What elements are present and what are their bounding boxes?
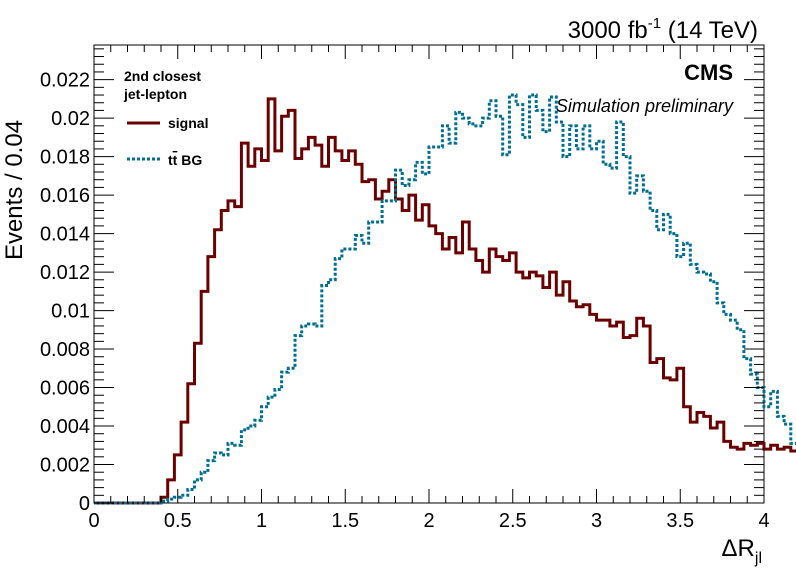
- legend-bg-label: tt BG: [168, 152, 202, 168]
- y-tick-label: 0.016: [40, 185, 90, 207]
- series-line-signal: [94, 97, 796, 505]
- cms-label: CMS: [684, 60, 733, 85]
- x-tick-label: 1.5: [331, 510, 359, 532]
- x-tick-label: 2: [423, 510, 434, 532]
- y-tick-label: 0.01: [51, 301, 90, 323]
- y-tick-label: 0.014: [40, 224, 90, 246]
- luminosity-label: 3000 fb-1 (14 TeV): [568, 15, 758, 44]
- y-tick-label: 0.02: [51, 108, 90, 130]
- ticks-layer: 0 0.5 1 1.5 2 2.5 3 3.5 4 0 0.002 0.004 0.006 0.008 0.…: [40, 45, 770, 532]
- x-tick-label: 2.5: [499, 510, 527, 532]
- legend-title-line2: jet-lepton: [123, 86, 187, 102]
- y-tick-label: 0.012: [40, 262, 90, 284]
- y-tick-label: 0.022: [40, 70, 90, 92]
- x-tick-label: 3: [591, 510, 602, 532]
- y-axis-title: Events / 0.04: [1, 120, 28, 260]
- y-tick-label: 0.002: [40, 455, 90, 477]
- x-tick-label: 3.5: [666, 510, 694, 532]
- legend-signal-label: signal: [168, 115, 208, 131]
- x-axis-title: ΔRjl: [722, 535, 762, 567]
- x-tick-label: 0.5: [164, 510, 192, 532]
- y-tick-label: 0: [79, 493, 90, 515]
- x-tick-label: 0: [88, 510, 99, 532]
- y-tick-label: 0.018: [40, 147, 90, 169]
- y-tick-label: 0.004: [40, 416, 90, 438]
- x-tick-label: 1: [256, 510, 267, 532]
- legend: 2nd closest jet-lepton signal tt BG: [123, 68, 208, 168]
- legend-title-line1: 2nd closest: [124, 68, 201, 84]
- series-line-background: [94, 93, 796, 505]
- y-tick-label: 0.006: [40, 378, 90, 400]
- simulation-label: Simulation preliminary: [556, 96, 734, 116]
- x-tick-label: 4: [758, 510, 769, 532]
- series-layer: [94, 93, 796, 505]
- y-tick-label: 0.008: [40, 339, 90, 361]
